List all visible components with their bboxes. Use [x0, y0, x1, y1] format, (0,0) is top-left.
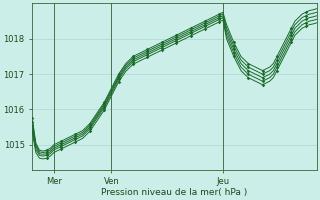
X-axis label: Pression niveau de la mer( hPa ): Pression niveau de la mer( hPa ) — [101, 188, 247, 197]
